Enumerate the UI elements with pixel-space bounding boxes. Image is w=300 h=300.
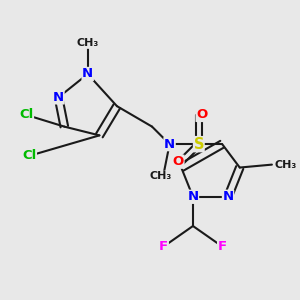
Text: N: N bbox=[188, 190, 199, 203]
Text: N: N bbox=[223, 190, 234, 203]
Text: S: S bbox=[194, 137, 204, 152]
Text: N: N bbox=[53, 91, 64, 104]
Text: Cl: Cl bbox=[19, 108, 33, 122]
Text: CH₃: CH₃ bbox=[150, 171, 172, 181]
Text: Cl: Cl bbox=[22, 149, 36, 162]
Text: CH₃: CH₃ bbox=[275, 160, 297, 170]
Text: CH₃: CH₃ bbox=[76, 38, 99, 48]
Text: O: O bbox=[196, 108, 207, 122]
Text: N: N bbox=[164, 138, 175, 151]
Text: O: O bbox=[173, 155, 184, 168]
Text: F: F bbox=[159, 240, 168, 253]
Text: F: F bbox=[218, 240, 227, 253]
Text: N: N bbox=[82, 68, 93, 80]
